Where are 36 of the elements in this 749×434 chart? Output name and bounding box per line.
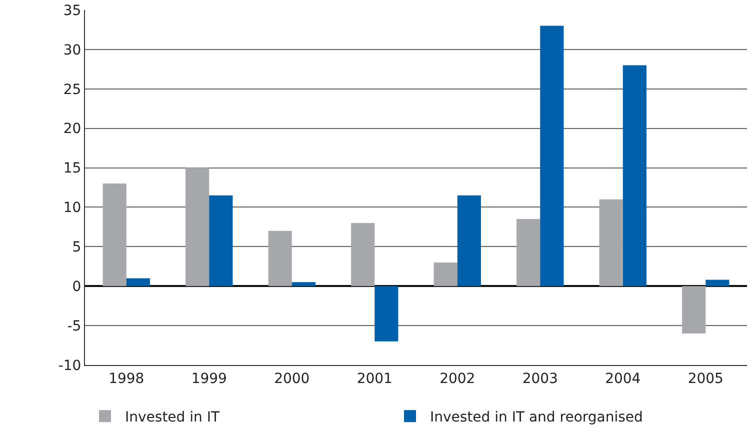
bar [292,282,316,286]
bar [268,230,292,286]
y-tick-label: 20 [63,121,82,138]
legend-label: Invested in IT and reorganised [430,410,643,426]
x-tick-label: 2004 [605,370,641,387]
bar [209,195,233,286]
x-tick-label: 2005 [688,370,724,387]
bar [540,26,564,286]
y-tick-label: 5 [72,240,82,256]
bar [186,168,210,286]
y-tick-label: 15 [63,160,82,177]
x-tick-label: 2000 [274,370,310,387]
legend-label: Invested in IT [125,410,220,426]
x-tick-label: 1998 [108,370,144,387]
bar [682,286,706,334]
x-tick-label: 2002 [440,370,476,387]
bar [622,65,646,286]
bar [126,278,150,286]
bar [516,219,540,286]
x-tick-label: 2001 [356,370,392,387]
bar [374,286,398,342]
bar [351,223,375,286]
x-tick-label: 2003 [522,370,558,387]
y-tick-label: 25 [63,82,82,98]
bar [457,195,481,286]
y-tick-label: 10 [63,200,82,216]
bar [102,184,126,286]
y-tick-label: 35 [63,2,82,19]
y-tick-label: -10 [58,358,82,374]
bar [599,199,623,286]
y-tick-label: -5 [67,318,82,334]
y-tick-label: 0 [72,279,82,296]
y-tick-label: 30 [63,42,82,58]
bar [434,262,458,286]
x-tick-label: 1999 [191,370,227,387]
bar [706,280,730,286]
